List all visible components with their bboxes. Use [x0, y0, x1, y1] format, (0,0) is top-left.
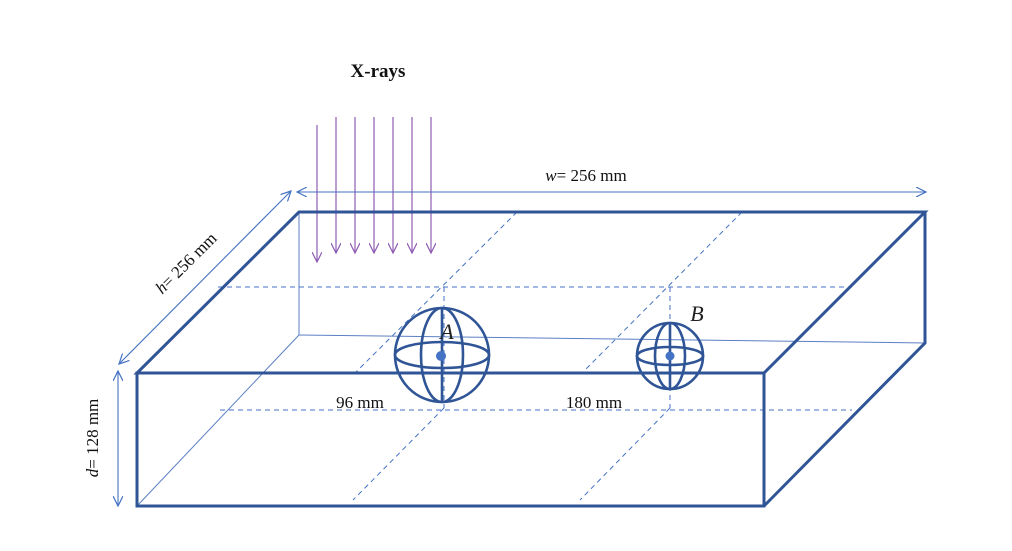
height-dimension-arrow: [119, 191, 291, 364]
distance-a-label: 96 mm: [336, 393, 384, 412]
width-label: w= 256 mm: [545, 166, 626, 185]
sphere-a-center-dot: [436, 351, 446, 361]
sphere-b-center-dot: [665, 351, 675, 361]
height-label: h= 256 mm: [152, 229, 221, 298]
distance-b-label: 180 mm: [566, 393, 622, 412]
depth-label: d= 128 mm: [83, 399, 102, 478]
point-b-label: B: [690, 301, 703, 326]
xrays-title: X-rays: [351, 61, 406, 82]
guide-lines: [218, 211, 852, 501]
dimension-arrows: [118, 191, 926, 506]
sphere-b: [635, 321, 705, 391]
point-a-label: A: [438, 319, 454, 344]
phantom-box: [133, 210, 929, 508]
xray-beams: [317, 117, 431, 262]
